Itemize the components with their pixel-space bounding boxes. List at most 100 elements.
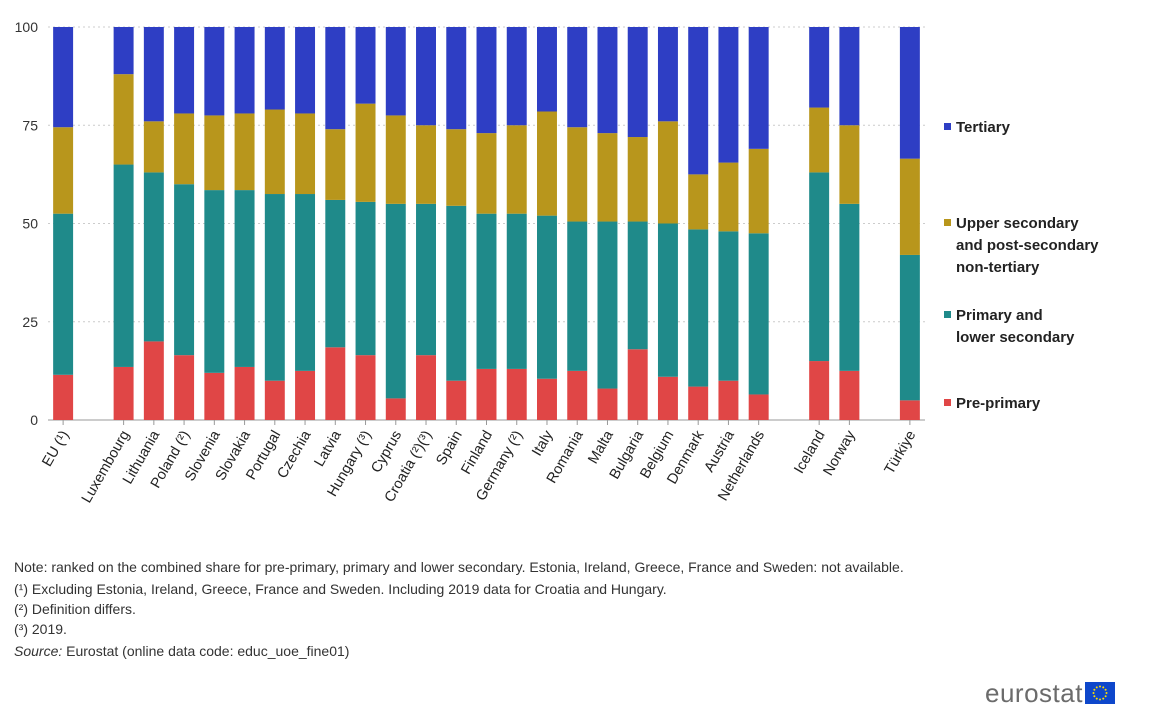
bar-segment [567,221,588,371]
bar-segment [355,27,376,104]
bar-segment [446,27,467,130]
footnote-3: (³) 2019. [14,621,67,637]
bar-segment [295,27,316,114]
flag-star [1104,695,1107,698]
bar-segment [537,378,557,420]
bar-segment [295,113,316,195]
bar-segment [476,368,497,420]
x-tick-label: Luxembourg [79,428,133,506]
bars [53,27,920,420]
x-tick-label: Türkiye [882,428,920,477]
chart-notes: Note: ranked on the combined share for p… [14,558,914,664]
bar-segment [174,184,195,356]
bar-segment [627,349,648,420]
bar-segment [688,27,709,175]
legend-label: Primary and [956,307,1043,324]
bar-segment [567,370,588,420]
bar-segment [234,190,255,367]
legend-label: non-tertiary [956,259,1040,276]
legend-label: and post-secondary [956,237,1099,254]
bar-segment [295,194,316,371]
bar-segment [688,386,709,420]
bar-segment [264,109,285,195]
bar-segment [143,121,164,173]
bar-segment [234,366,255,420]
bar-segment [53,27,74,128]
legend-swatch [944,123,951,130]
bar-segment [597,221,618,389]
legend-label: lower secondary [956,329,1075,346]
bar-segment [174,27,195,114]
bar-segment [506,368,527,420]
bar-segment [53,127,74,214]
y-tick-label: 0 [30,412,38,428]
bar-segment [385,115,406,204]
legend-swatch [944,219,951,226]
bar-segment [688,229,709,387]
bar-segment [325,27,346,130]
bar-segment [143,172,164,342]
bar-segment [537,215,557,379]
source-line: Source: Eurostat (online data code: educ… [14,642,914,660]
legend-label: Tertiary [956,119,1011,136]
brand-name: eurostat [985,678,1083,708]
bar-segment [748,27,769,149]
y-axis: 0 25 50 75 100 [15,19,39,428]
y-tick-label: 50 [22,216,38,232]
bar-segment [355,201,376,356]
bar-segment [113,366,134,420]
bar-segment [325,199,346,348]
y-tick-label: 75 [22,117,38,133]
bar-segment [657,376,678,420]
bar-segment [597,27,618,134]
bar-segment [476,213,497,369]
x-tick-label: Malta [585,427,617,467]
bar-segment [113,74,134,165]
bar-segment [627,221,648,350]
bar-segment [537,27,557,112]
bar-segment [204,115,225,191]
bar-segment [264,380,285,420]
flag-star [1098,685,1101,688]
bar-segment [325,129,346,200]
x-tick-label: EU (¹) [39,428,72,469]
bar-segment [839,27,860,126]
bar-segment [567,127,588,222]
legend-swatch [944,399,951,406]
bar-segment [355,103,376,202]
bar-segment [204,190,225,373]
eu-flag-icon [1084,682,1115,704]
bar-segment [446,129,467,206]
bar-segment [295,370,316,420]
flag-star [1095,697,1098,700]
bar-segment [899,27,920,159]
bar-segment [809,361,830,420]
bar-segment [113,27,134,75]
bar-segment [204,27,225,116]
flag-star [1098,698,1101,701]
bar-segment [899,158,920,255]
legend: Tertiary Upper secondary and post-secondar… [944,119,1099,412]
legend-swatch [944,311,951,318]
footnote-2: (²) Definition differs. [14,601,136,617]
bar-segment [657,223,678,377]
bar-segment [657,121,678,224]
bar-segment [597,388,618,420]
flag-star [1093,695,1096,698]
flag-star [1104,688,1107,691]
bar-segment [234,113,255,191]
bar-segment [718,380,739,420]
flag-star [1093,688,1096,691]
bar-segment [718,231,739,381]
bar-segment [476,27,497,134]
legend-label: Upper secondary [956,215,1079,232]
bar-segment [839,203,860,371]
flag-star [1105,692,1108,694]
bar-segment [53,213,74,375]
flag-star [1095,686,1098,689]
bar-segment [476,133,497,214]
stacked-bar-chart: 0 25 50 75 100 EU (¹) LuxembourgLithuaniaPola… [15,19,1100,506]
bar-segment [899,254,920,401]
x-tick-label: Spain [433,428,465,468]
bar-segment [748,233,769,395]
